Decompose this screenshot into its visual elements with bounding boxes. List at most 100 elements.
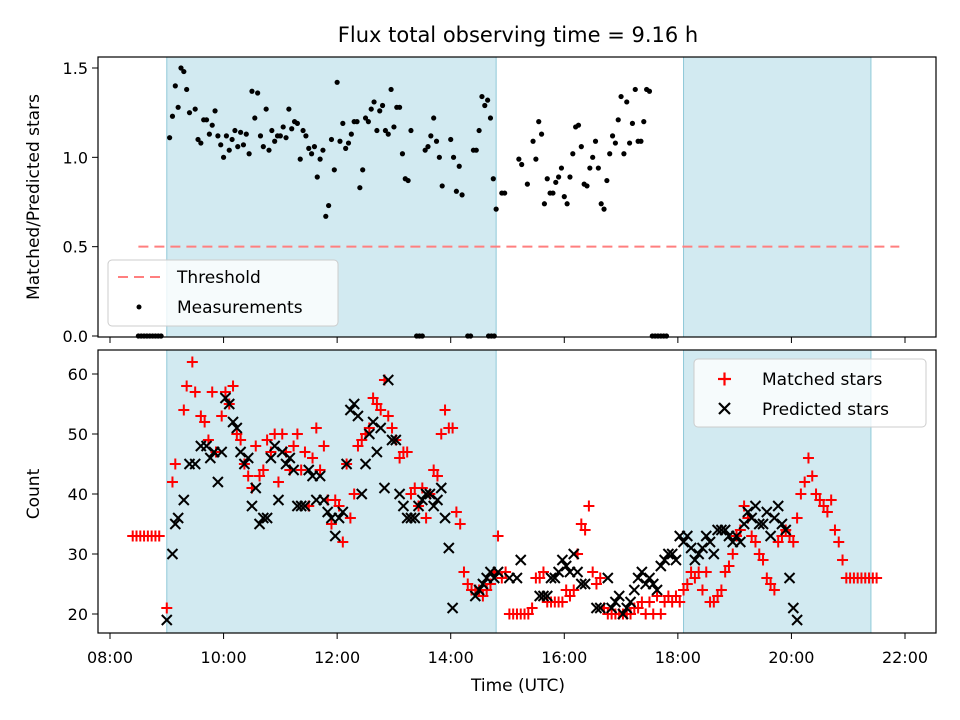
measurement-point bbox=[260, 144, 266, 150]
top-y-tick-label: 1.5 bbox=[63, 59, 88, 78]
predicted-star-marker bbox=[333, 512, 345, 524]
top-panel: 0.0 0.5 1.0 1.5 Matched/Predicted stars Thr… bbox=[24, 56, 937, 346]
measurement-point bbox=[612, 140, 618, 146]
matched-star-marker bbox=[477, 590, 489, 602]
measurement-point bbox=[266, 147, 272, 153]
predicted-star-marker bbox=[318, 494, 330, 506]
matched-star-marker bbox=[257, 464, 269, 476]
matched-star-marker bbox=[761, 572, 773, 584]
predicted-star-marker bbox=[632, 572, 644, 584]
measurement-point bbox=[609, 133, 616, 139]
legend-predicted-label: Predicted stars bbox=[762, 400, 889, 420]
bottom-y-tick-label: 60 bbox=[68, 365, 88, 384]
predicted-star-marker bbox=[768, 512, 781, 524]
predicted-star-marker bbox=[272, 494, 285, 506]
measurement-point bbox=[365, 119, 371, 125]
legend-predicted-swatch bbox=[718, 402, 731, 415]
legend-measurements-swatch bbox=[136, 304, 142, 310]
matched-star-marker bbox=[537, 566, 549, 578]
matched-star-marker bbox=[587, 566, 599, 578]
measurement-point bbox=[558, 165, 565, 171]
measurement-point bbox=[601, 206, 607, 212]
bottom-y-axis-label: Count bbox=[24, 468, 44, 519]
matched-star-marker bbox=[526, 602, 538, 614]
matched-star-marker bbox=[428, 464, 440, 476]
predicted-star-marker bbox=[617, 608, 629, 620]
measurement-point bbox=[632, 86, 638, 93]
predicted-star-marker bbox=[219, 392, 232, 404]
matched-star-marker bbox=[700, 566, 712, 578]
matched-star-marker bbox=[833, 536, 845, 548]
matched-star-marker bbox=[795, 488, 807, 500]
predicted-star-marker bbox=[700, 530, 712, 542]
matched-star-marker bbox=[254, 470, 266, 482]
measurement-point bbox=[379, 102, 386, 109]
predicted-star-marker bbox=[284, 452, 296, 464]
matched-star-marker bbox=[288, 440, 300, 452]
matched-star-marker bbox=[458, 566, 470, 578]
measurement-point bbox=[479, 93, 485, 100]
predicted-star-marker bbox=[658, 554, 671, 566]
predicted-star-marker bbox=[537, 590, 550, 602]
matched-star-marker bbox=[206, 386, 218, 398]
matched-star-marker bbox=[556, 596, 568, 608]
predicted-star-marker bbox=[666, 548, 678, 560]
predicted-star-marker bbox=[477, 578, 489, 590]
matched-star-marker bbox=[235, 434, 247, 446]
predicted-star-marker bbox=[344, 404, 357, 416]
top-legend: Threshold Measurements bbox=[107, 259, 339, 327]
predicted-star-marker bbox=[621, 602, 633, 614]
matched-star-marker bbox=[318, 440, 330, 452]
predicted-star-marker bbox=[742, 506, 754, 518]
predicted-star-marker bbox=[382, 374, 394, 386]
matched-star-marker bbox=[382, 410, 394, 422]
matched-star-marker bbox=[715, 584, 727, 596]
measurement-point bbox=[249, 88, 255, 94]
predicted-star-marker bbox=[265, 452, 277, 464]
predicted-star-marker bbox=[172, 512, 184, 524]
measurement-point bbox=[436, 154, 442, 160]
measurement-point bbox=[320, 147, 326, 153]
matched-star-marker bbox=[500, 566, 512, 578]
measurement-point bbox=[519, 161, 525, 168]
top-plot-frame bbox=[97, 56, 937, 338]
measurement-point bbox=[405, 177, 411, 184]
predicted-star-marker bbox=[386, 434, 398, 446]
matched-star-marker bbox=[242, 470, 254, 482]
measurement-point bbox=[331, 167, 337, 173]
measurement-point bbox=[629, 120, 636, 126]
matched-star-marker bbox=[195, 410, 207, 422]
predicted-star-marker bbox=[545, 572, 557, 584]
measurement-point bbox=[186, 110, 193, 116]
bottom-panel: 20 30 40 50 60 08:00 10:00 12:00 14:00 16:00 18:00… bbox=[24, 349, 937, 696]
measurement-point bbox=[385, 131, 391, 137]
matched-star-marker bbox=[787, 536, 799, 548]
matched-star-marker bbox=[625, 608, 637, 620]
matched-star-marker bbox=[272, 476, 284, 488]
predicted-star-marker bbox=[261, 512, 273, 524]
measurement-point bbox=[556, 174, 562, 180]
measurement-point bbox=[334, 79, 340, 85]
measurement-point bbox=[195, 136, 201, 143]
measurement-point bbox=[584, 183, 590, 189]
predicted-star-marker bbox=[780, 524, 792, 536]
predicted-star-marker bbox=[552, 566, 565, 578]
bottom-legend: Matched stars Predicted stars bbox=[693, 358, 927, 428]
predicted-star-marker bbox=[299, 500, 311, 512]
matched-star-marker bbox=[325, 518, 337, 530]
predicted-star-marker bbox=[250, 482, 262, 494]
measurement-point bbox=[303, 133, 309, 139]
predicted-star-marker bbox=[314, 470, 326, 482]
measurement-point bbox=[374, 127, 380, 134]
top-legend-box bbox=[107, 259, 339, 327]
measurement-point bbox=[311, 144, 318, 150]
measurement-point bbox=[530, 138, 536, 144]
measurement-point bbox=[638, 138, 644, 144]
matched-star-marker bbox=[734, 524, 746, 536]
measurement-point bbox=[541, 201, 548, 207]
measurement-point bbox=[178, 65, 184, 71]
legend-matched-swatch bbox=[718, 372, 731, 386]
predicted-star-marker bbox=[488, 572, 500, 584]
matched-star-marker bbox=[166, 476, 178, 488]
measurement-point bbox=[516, 156, 522, 162]
